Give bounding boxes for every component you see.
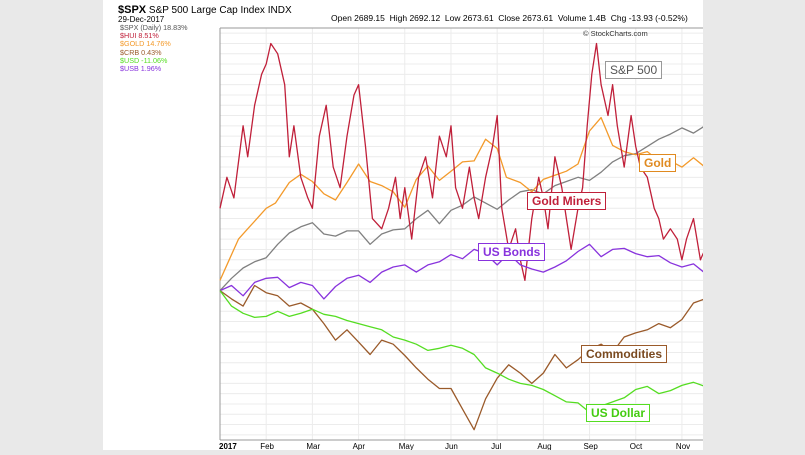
chart-index-name: S&P 500 Large Cap Index <box>148 5 265 16</box>
legend-item-spx: $SPX (Daily) 18.83% <box>120 23 188 32</box>
gridlines <box>220 28 772 440</box>
chart-exchange: INDX <box>267 5 292 16</box>
x-tick-label: May <box>399 442 414 450</box>
legend: $SPX (Daily) 18.83% $HUI 8.51% $GOLD 14.… <box>120 23 188 74</box>
x-tick-label: Oct <box>630 442 643 450</box>
series-line-usd <box>219 290 773 413</box>
chart-date: 29-Dec-2017 <box>118 15 165 24</box>
legend-item-gold: $GOLD 14.76% <box>120 39 171 49</box>
series-line-hui <box>219 42 773 302</box>
annotation-sp500: S&P 500 <box>605 61 663 79</box>
legend-item-hui: $HUI 8.51% <box>120 31 159 41</box>
series-lines <box>219 42 773 431</box>
x-tick-label: Apr <box>353 442 366 450</box>
x-tick-label: Sep <box>584 442 599 450</box>
series-line-usb <box>219 243 773 300</box>
ohlc-readout: Open 2689.15 High 2692.12 Low 2673.61 Cl… <box>331 13 688 23</box>
legend-item-usd: $USD -11.06% <box>120 55 168 65</box>
x-tick-label: 2017 <box>219 442 237 450</box>
annotation-commodities: Commodities <box>581 345 668 363</box>
annotation-us-dollar: US Dollar <box>586 404 651 422</box>
x-tick-label: Aug <box>537 442 551 450</box>
stockcharts-watermark: © StockCharts.com <box>583 29 648 38</box>
series-line-spx <box>219 89 773 292</box>
chart-title: $SPX S&P 500 Large Cap Index INDX <box>118 4 292 16</box>
x-tick-label: Mar <box>306 442 320 450</box>
chart-symbol: $SPX <box>118 4 147 16</box>
x-tick-label: Jun <box>445 442 458 450</box>
x-tick-label: Nov <box>676 442 690 450</box>
x-tick-label: Jul <box>491 442 501 450</box>
chart-panel: 25%24%23%22%21%20%19%18%17%16%15%14%13%1… <box>103 0 805 451</box>
annotation-us-bonds: US Bonds <box>478 243 546 261</box>
legend-item-crb: $CRB 0.43% <box>120 47 162 57</box>
legend-item-usb: $USB 1.96% <box>120 64 162 74</box>
annotation-gold-miners: Gold Miners <box>527 192 607 210</box>
series-line-gold <box>219 116 773 281</box>
x-tick-label: Feb <box>260 442 274 450</box>
annotation-gold: Gold <box>639 154 677 172</box>
